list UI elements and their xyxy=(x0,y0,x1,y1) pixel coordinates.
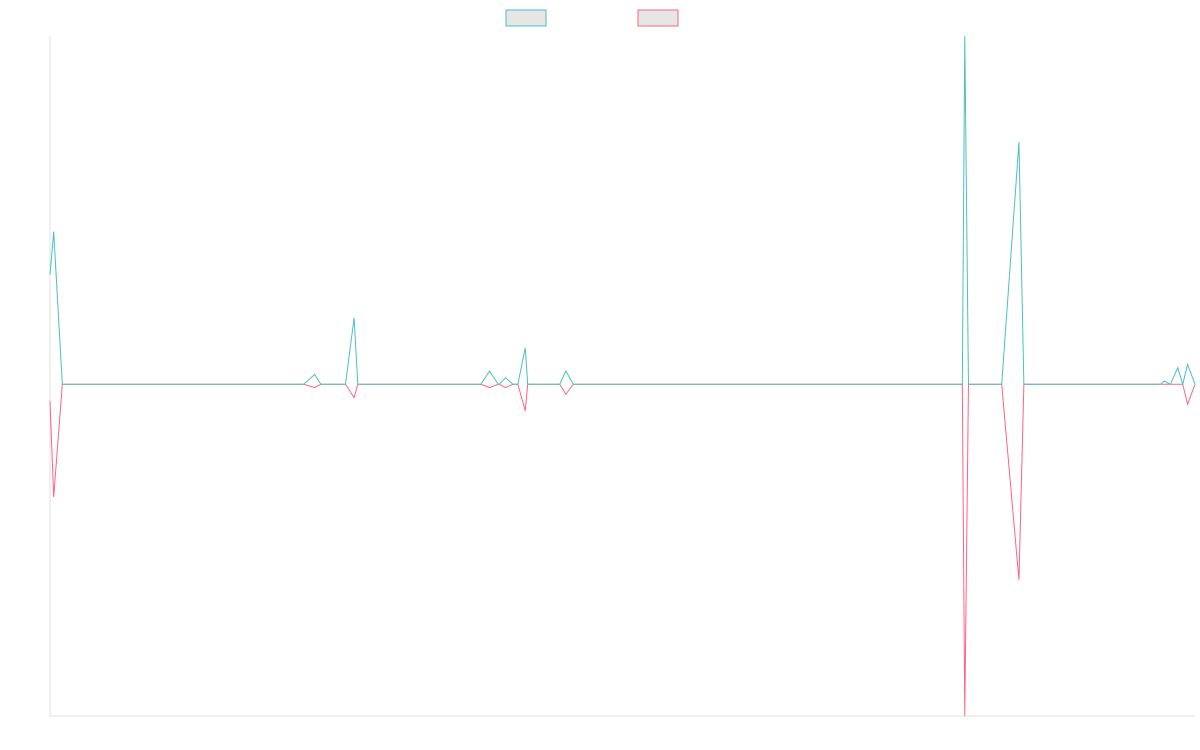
axes xyxy=(49,36,1195,717)
legend-swatch-2[interactable] xyxy=(637,9,679,27)
series-line-2 xyxy=(49,383,1196,717)
legend xyxy=(505,9,679,27)
series-line-1 xyxy=(49,35,1196,387)
series-layer xyxy=(49,35,1196,717)
legend-swatch-1[interactable] xyxy=(505,9,547,27)
